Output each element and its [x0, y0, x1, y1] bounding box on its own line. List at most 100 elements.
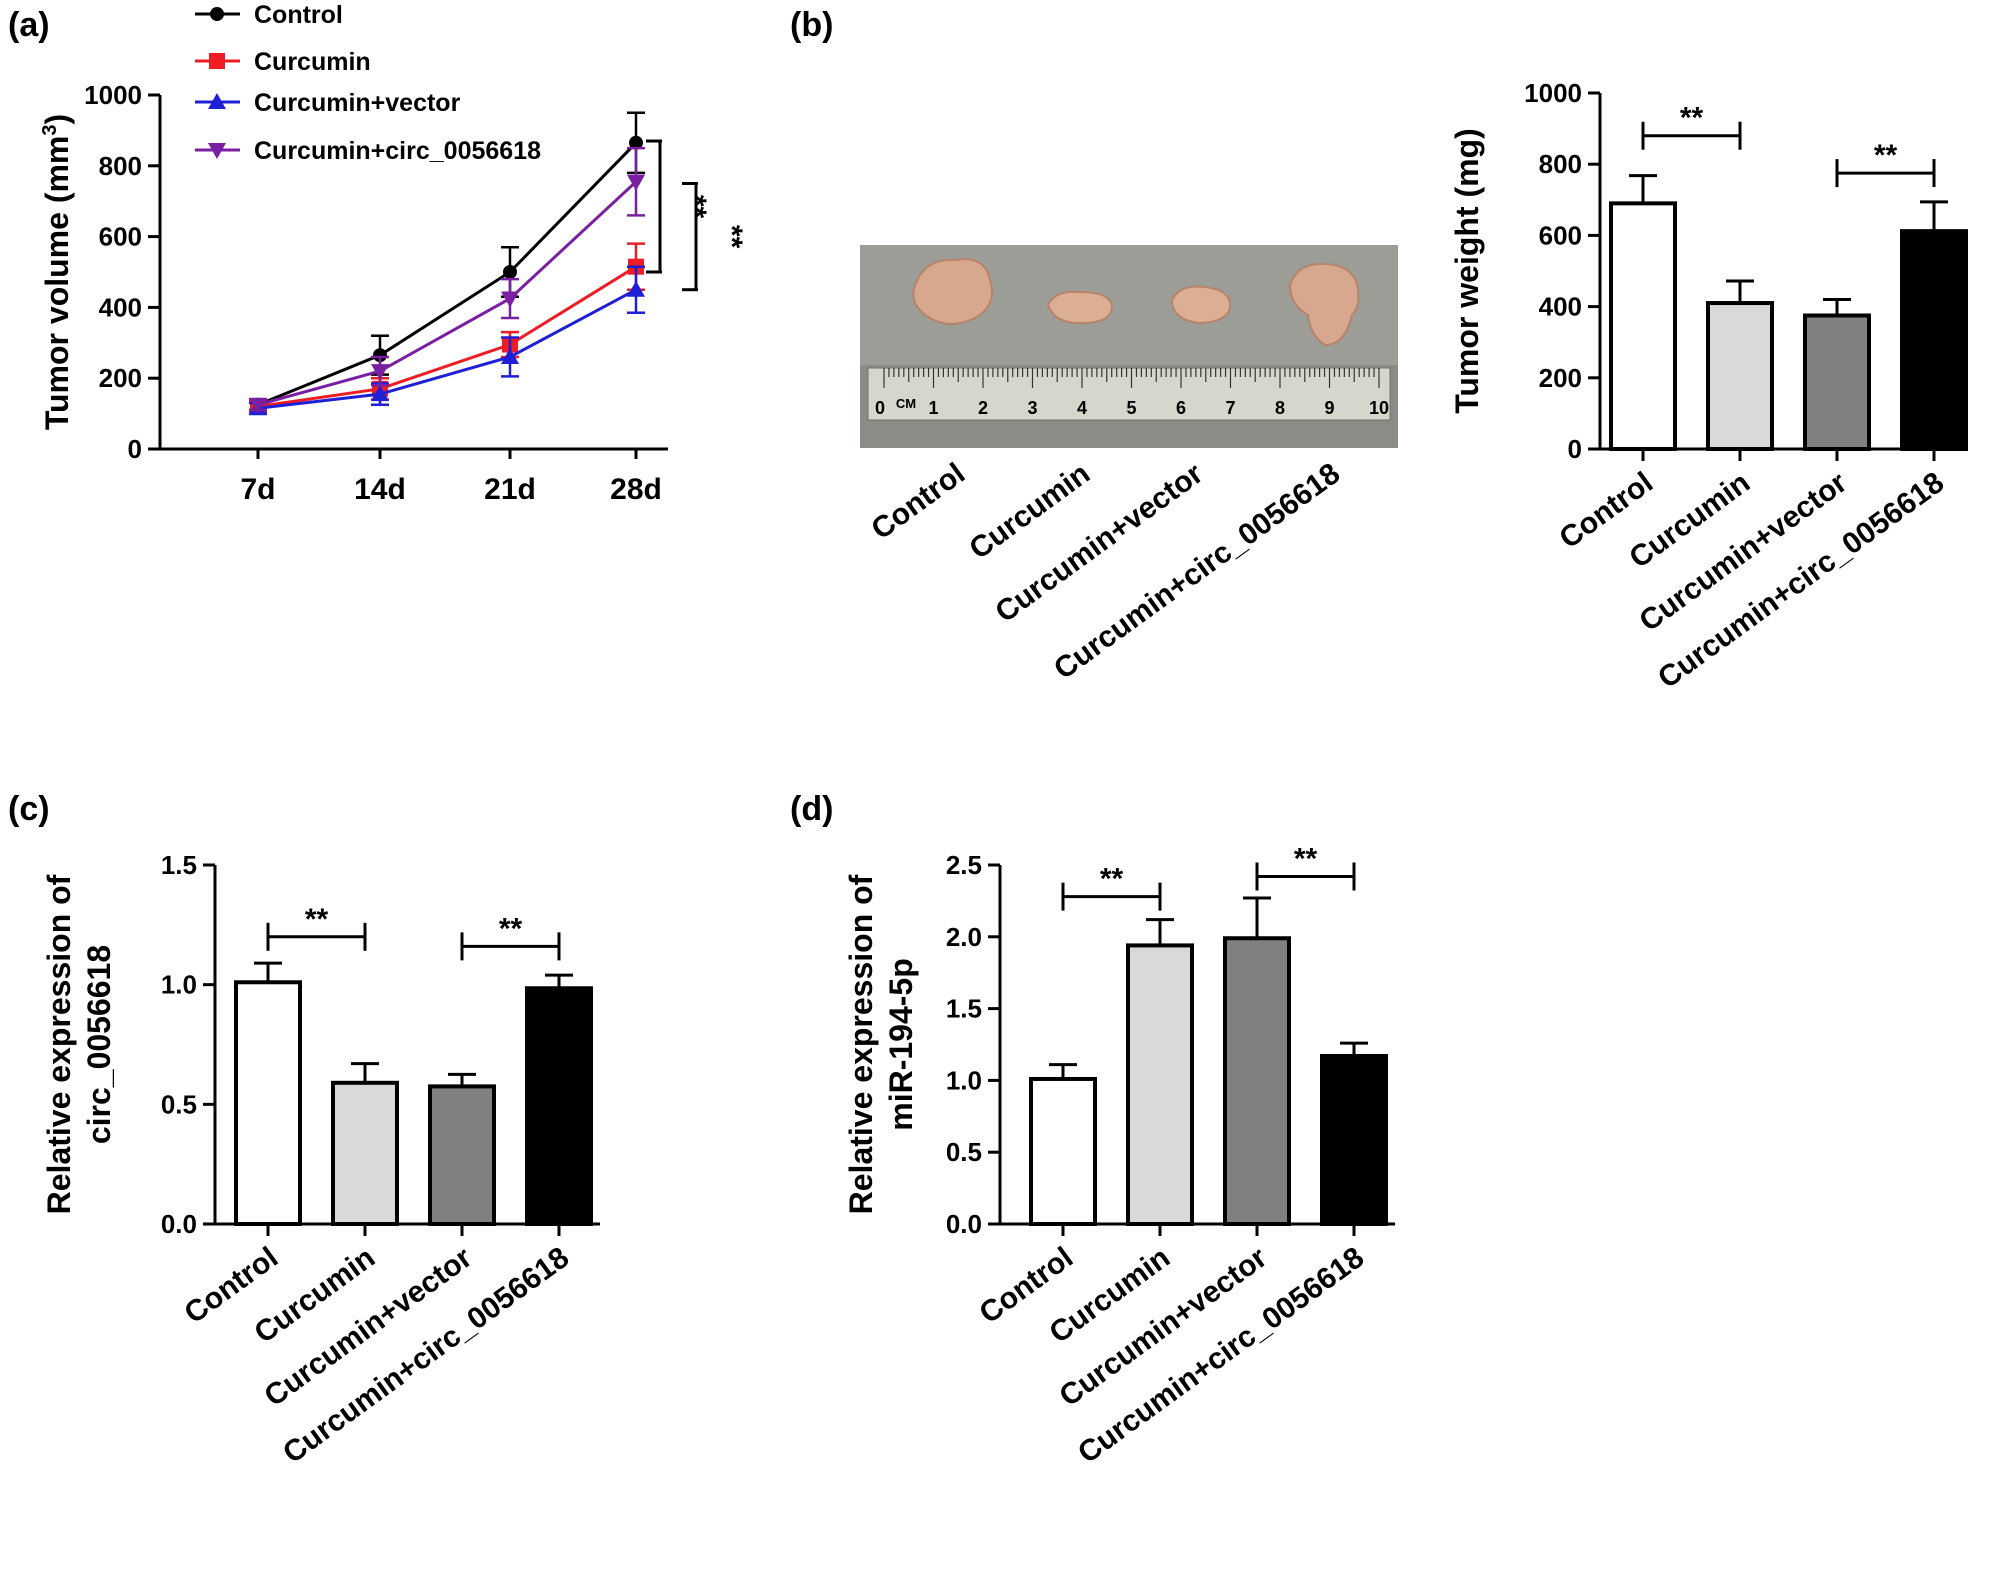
ruler-number: 6: [1176, 398, 1186, 418]
data-point: [371, 385, 389, 402]
tumor-curcumin-circ: [1288, 262, 1360, 347]
ruler-number: 8: [1275, 398, 1285, 418]
legend-marker: [210, 7, 224, 21]
legend-label: Curcumin+circ_0056618: [254, 137, 541, 165]
y-tick-label: 0.5: [946, 1137, 982, 1167]
ruler-number: 4: [1077, 398, 1087, 418]
y-tick-label: 200: [1539, 363, 1582, 393]
series-line: [257, 141, 638, 407]
x-tick-label: 21d: [484, 473, 536, 506]
bar: [1706, 301, 1774, 452]
y-tick-label: 0.5: [161, 1089, 197, 1119]
data-point: [627, 174, 645, 191]
series-Curcumin+vector: [249, 265, 645, 416]
y-axis-title: Tumor volume (mm3): [39, 114, 75, 430]
photo-label: Control: [865, 457, 971, 546]
significance-label: **: [1680, 102, 1704, 135]
data-point: [501, 347, 519, 364]
y-tick-label: 2.0: [946, 922, 982, 952]
y-tick-label: 1.5: [161, 850, 197, 880]
y-tick-label: 0.0: [946, 1209, 982, 1239]
panel-d-bar-chart: 0.0 0.5 1.0 1.5 2.0 2.5 Relative expression of…: [843, 842, 1395, 1470]
data-point: [501, 291, 519, 308]
y-tick-label: 1.5: [946, 994, 982, 1024]
y-axis-title: Tumor weight (mg): [1449, 128, 1485, 414]
y-tick-label: 0.0: [161, 1209, 197, 1239]
bar: [1126, 943, 1194, 1227]
legend-marker: [209, 53, 225, 69]
bar: [1609, 201, 1677, 451]
y-tick-label: 1.0: [946, 1065, 982, 1095]
legend: Control Curcumin Curcumin+vector Curcumin+c…: [195, 1, 541, 165]
legend-label: Curcumin: [254, 48, 371, 76]
y-tick-label: 200: [99, 363, 142, 393]
x-tick-label: 7d: [240, 473, 275, 506]
data-point: [629, 135, 643, 150]
ruler-number: 10: [1369, 398, 1389, 418]
ruler-unit: CM: [896, 396, 916, 411]
significance-label: **: [1294, 842, 1318, 875]
y-tick-label: 0: [1568, 434, 1582, 464]
ruler-number: 5: [1126, 398, 1136, 418]
panel-label-a: (a): [8, 6, 50, 44]
y-axis-title-line2: circ_0056618: [81, 945, 117, 1144]
bar: [428, 1084, 496, 1226]
panel-label-d: (d): [790, 790, 833, 828]
bar: [331, 1080, 399, 1226]
y-tick-label: 800: [1539, 149, 1582, 179]
series-line: [257, 288, 637, 410]
data-point: [371, 364, 389, 381]
ruler-number: 9: [1324, 398, 1334, 418]
data-point: [627, 280, 645, 297]
ruler-number: 7: [1225, 398, 1235, 418]
tumor-curcumin: [1046, 290, 1114, 325]
legend-marker: [208, 93, 226, 109]
ruler-number: 1: [928, 398, 938, 418]
series-line: [257, 265, 637, 409]
y-axis-title: Relative expression of: [41, 874, 77, 1214]
significance-label: **: [715, 225, 748, 249]
bar: [1029, 1076, 1097, 1226]
y-tick-label: 1.0: [161, 970, 197, 1000]
data-point: [503, 265, 517, 279]
y-tick-label: 600: [99, 222, 142, 252]
significance-label: **: [499, 912, 523, 945]
ruler-number: 0: [875, 398, 885, 418]
ruler-number: 2: [978, 398, 988, 418]
y-tick-label: 1000: [84, 80, 142, 110]
series-Curcumin+circ_0056618: [249, 146, 645, 414]
series-Curcumin: [249, 242, 645, 415]
bar: [1223, 936, 1291, 1227]
y-axis-title: Relative expression of: [843, 874, 879, 1214]
x-tick-label: 28d: [610, 473, 662, 506]
y-tick-label: 400: [99, 292, 142, 322]
bar: [234, 980, 302, 1226]
bar: [525, 986, 593, 1226]
data-point: [373, 348, 387, 363]
legend-label: Control: [254, 1, 343, 29]
y-tick-label: 1000: [1524, 78, 1582, 108]
series-line: [257, 180, 638, 407]
tumor-control: [912, 258, 994, 325]
panel-label-c: (c): [8, 790, 50, 828]
panel-label-b: (b): [790, 6, 833, 44]
y-axis-title-line2: miR-194-5p: [883, 958, 919, 1131]
y-tick-label: 400: [1539, 292, 1582, 322]
y-tick-label: 600: [1539, 220, 1582, 250]
y-tick-label: 800: [99, 151, 142, 181]
significance-label: **: [1874, 139, 1898, 172]
legend-marker: [208, 143, 226, 159]
y-tick-label: 0: [128, 434, 142, 464]
legend-label: Curcumin+vector: [254, 89, 461, 117]
y-tick-label: 2.5: [946, 850, 982, 880]
ruler: [867, 367, 1391, 421]
panel-c-bar-chart: 0.0 0.5 1.0 1.5 Relative expression of circ_0…: [41, 850, 600, 1470]
y-axis-title-sup: 3: [39, 124, 61, 135]
significance-label: **: [305, 903, 329, 936]
significance-label: **: [1100, 863, 1124, 896]
panel-a-line-chart: 0 200 400 600 800 1000 7d 14d 21d 28d Tumor volume…: [39, 1, 748, 506]
ruler-number: 3: [1027, 398, 1037, 418]
